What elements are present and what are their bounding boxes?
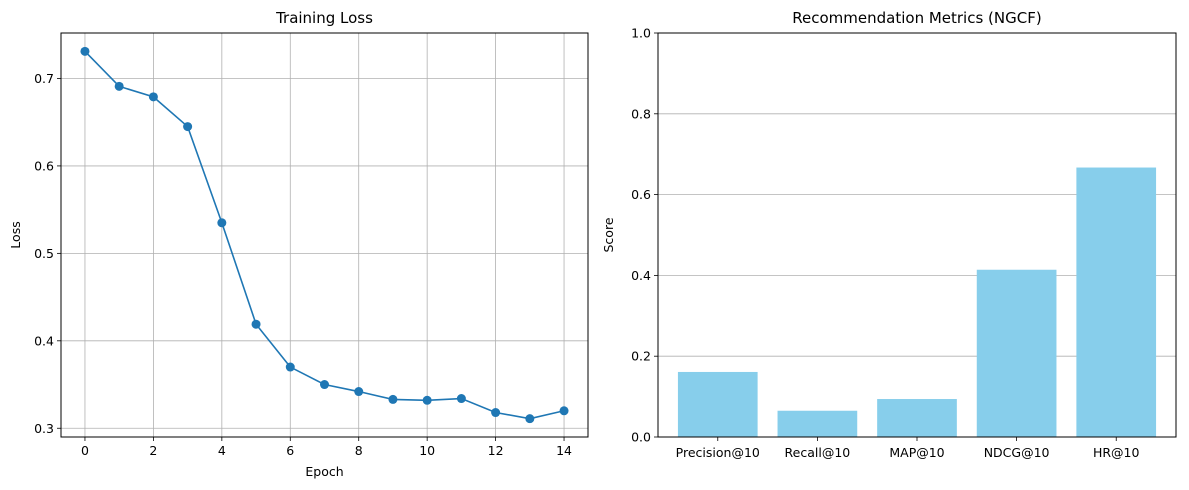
x-tick-label: MAP@10	[889, 445, 944, 460]
y-tick-label: 0.5	[34, 246, 54, 261]
x-tick-label: 8	[355, 443, 363, 458]
y-tick-label: 0.4	[34, 333, 54, 348]
y-axis-label-right: Score	[601, 217, 616, 252]
loss-point	[285, 362, 295, 372]
y-tick-label: 0.6	[34, 158, 54, 173]
metric-bar	[976, 269, 1057, 437]
x-tick-label: 2	[149, 443, 157, 458]
axes-frame-left	[60, 32, 589, 438]
x-tick-label: NDCG@10	[984, 445, 1050, 460]
x-tick-label: Precision@10	[676, 445, 760, 460]
ticks-left: 0 2 4 6 8 10 12 14 0.3 0.4 0.5 0.6 0.7	[34, 71, 572, 458]
chart-title-left: Training Loss	[275, 9, 373, 27]
x-tick-label: 6	[286, 443, 294, 458]
loss-point	[183, 122, 193, 132]
training-loss-panel: 0 2 4 6 8 10 12 14 0.3 0.4 0.5 0.6 0.7 Training Loss…	[8, 9, 589, 479]
loss-point	[422, 395, 432, 405]
y-tick-label: 1.0	[631, 26, 651, 41]
loss-point	[148, 92, 158, 102]
y-tick-label: 0.0	[631, 430, 651, 445]
loss-point	[559, 406, 569, 416]
loss-point	[251, 319, 261, 329]
y-tick-label: 0.8	[631, 106, 651, 121]
loss-point	[525, 414, 535, 424]
metric-bar	[877, 399, 957, 437]
loss-point	[456, 394, 466, 404]
x-tick-label: 14	[556, 443, 572, 458]
metric-bars	[677, 167, 1157, 438]
x-tick-label: 12	[488, 443, 504, 458]
y-tick-label: 0.2	[631, 349, 651, 364]
loss-point	[80, 46, 90, 56]
ticks-right: 0.0 0.2 0.4 0.6 0.8 1.0 Precision@10 Recall@10 M…	[631, 26, 1139, 461]
loss-series	[80, 46, 569, 424]
metric-bar	[777, 410, 858, 437]
loss-point	[320, 380, 329, 390]
metric-bar	[677, 371, 758, 437]
metrics-panel: 0.0 0.2 0.4 0.6 0.8 1.0 Precision@10 Recall@10 M…	[601, 9, 1177, 461]
x-tick-label: 0	[81, 443, 89, 458]
y-tick-label: 0.6	[631, 187, 651, 202]
loss-point	[114, 81, 124, 91]
grid-left	[61, 33, 588, 437]
y-tick-label: 0.7	[34, 71, 54, 86]
loss-point	[217, 218, 227, 228]
loss-point	[388, 394, 398, 404]
loss-point	[354, 387, 364, 397]
x-tick-label: Recall@10	[785, 445, 851, 460]
loss-point	[491, 408, 501, 418]
x-tick-label: 4	[218, 443, 226, 458]
y-axis-label-left: Loss	[8, 221, 23, 248]
chart-title-right: Recommendation Metrics (NGCF)	[792, 9, 1041, 27]
metric-bar	[1076, 167, 1157, 438]
x-tick-label: 10	[419, 443, 435, 458]
y-tick-label: 0.4	[631, 268, 651, 283]
x-axis-label-left: Epoch	[305, 464, 343, 479]
axes-frame-right	[657, 32, 1177, 438]
y-tick-label: 0.3	[34, 421, 54, 436]
plot-area-left	[61, 33, 588, 437]
x-tick-label: HR@10	[1093, 445, 1140, 460]
